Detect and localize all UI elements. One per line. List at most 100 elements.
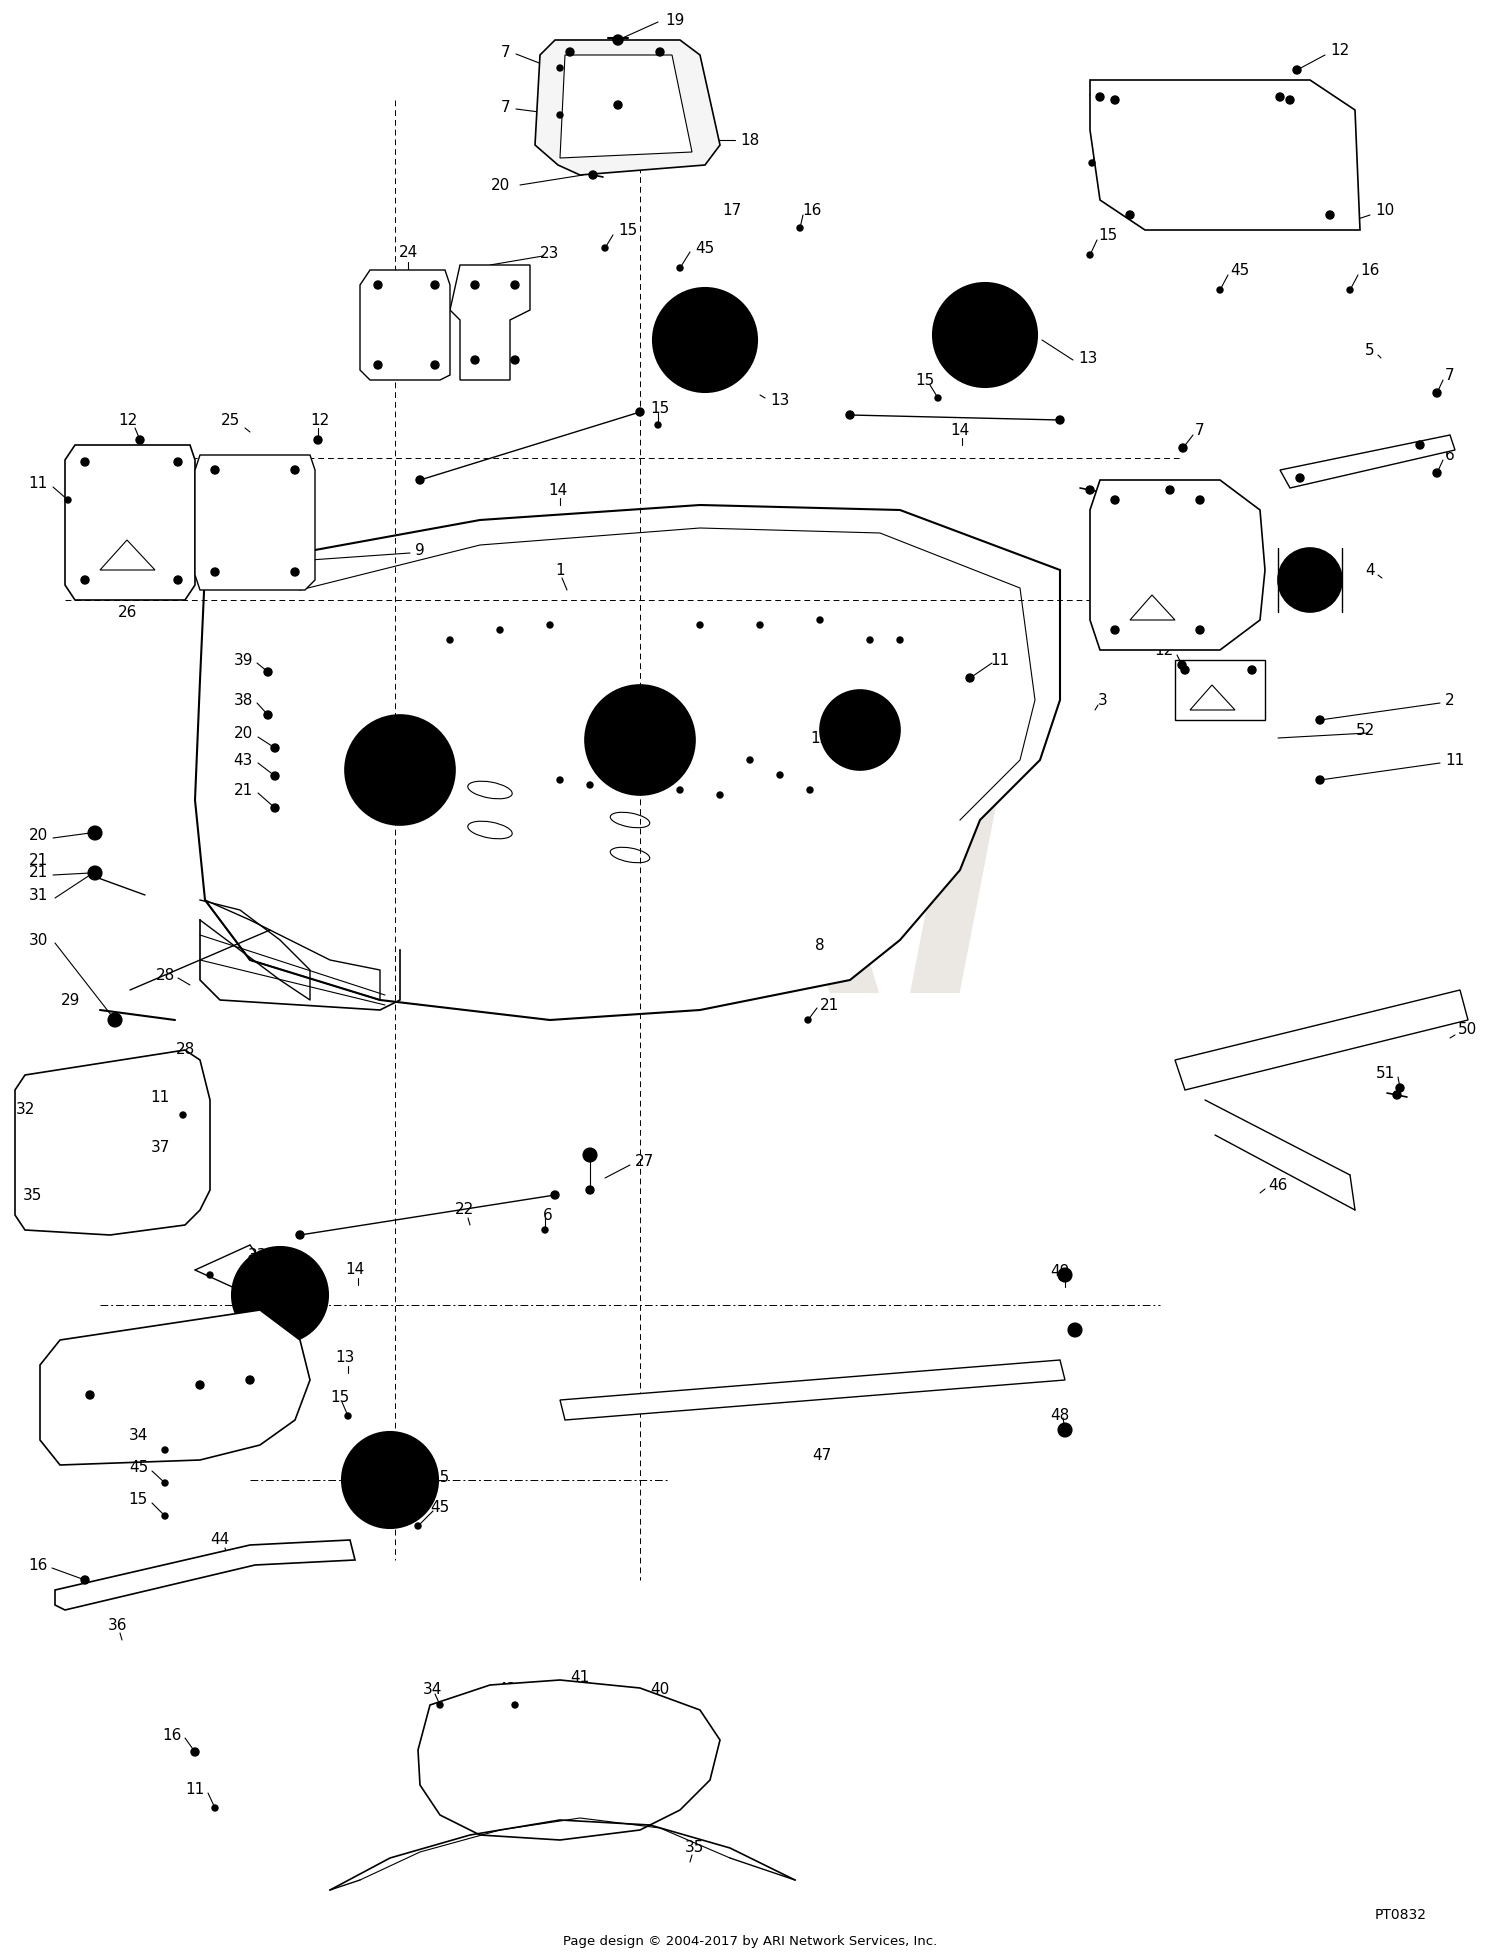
Circle shape [602, 701, 678, 778]
Circle shape [211, 568, 219, 576]
Text: 30: 30 [28, 932, 48, 948]
Circle shape [1071, 1326, 1078, 1334]
Text: 14: 14 [345, 1262, 364, 1277]
Circle shape [392, 762, 408, 778]
Circle shape [496, 627, 502, 633]
Text: 22: 22 [456, 1203, 474, 1217]
Polygon shape [56, 1540, 356, 1610]
Text: 15: 15 [915, 372, 934, 388]
Text: 11: 11 [1098, 137, 1118, 153]
Circle shape [416, 476, 424, 484]
Text: 40: 40 [651, 1683, 669, 1698]
Circle shape [471, 357, 478, 364]
Text: 13: 13 [1078, 351, 1098, 366]
Circle shape [416, 1522, 422, 1530]
Circle shape [586, 782, 592, 788]
Circle shape [1112, 496, 1119, 503]
Circle shape [190, 1747, 200, 1755]
Polygon shape [560, 1360, 1065, 1420]
Circle shape [81, 576, 88, 584]
Circle shape [632, 733, 648, 748]
Text: 18: 18 [740, 133, 759, 147]
Polygon shape [1090, 80, 1360, 229]
Circle shape [586, 1152, 594, 1160]
Text: 16: 16 [802, 202, 822, 217]
Circle shape [90, 829, 101, 838]
Text: 51: 51 [1376, 1066, 1395, 1081]
Text: 36: 36 [108, 1618, 128, 1632]
Text: 43: 43 [234, 752, 254, 768]
Polygon shape [1174, 989, 1468, 1089]
Circle shape [620, 721, 660, 760]
Circle shape [656, 421, 662, 427]
Text: 12: 12 [810, 731, 830, 746]
Circle shape [1396, 1083, 1404, 1091]
Circle shape [264, 668, 272, 676]
Circle shape [108, 1013, 122, 1027]
Circle shape [1432, 468, 1442, 476]
Text: 1: 1 [555, 562, 566, 578]
Circle shape [1316, 776, 1324, 784]
Circle shape [1432, 390, 1442, 398]
Text: 35: 35 [686, 1841, 705, 1855]
Text: 21: 21 [821, 997, 839, 1013]
Circle shape [512, 357, 519, 364]
Text: 13: 13 [770, 392, 789, 407]
Circle shape [162, 1479, 168, 1487]
Circle shape [608, 94, 628, 116]
Text: 21: 21 [234, 782, 254, 797]
Circle shape [1060, 1426, 1070, 1434]
Text: 28: 28 [156, 968, 176, 983]
Circle shape [806, 1017, 812, 1023]
Circle shape [846, 411, 853, 419]
Text: 26: 26 [118, 605, 138, 619]
Circle shape [86, 1391, 94, 1399]
Circle shape [966, 674, 974, 682]
Polygon shape [450, 264, 530, 380]
Text: 42: 42 [498, 1683, 516, 1698]
Text: 2: 2 [1444, 692, 1455, 707]
Circle shape [556, 65, 562, 71]
Text: 45: 45 [694, 241, 714, 255]
Polygon shape [560, 55, 692, 159]
Text: 10: 10 [1376, 202, 1394, 217]
Circle shape [1416, 441, 1424, 449]
Polygon shape [360, 270, 450, 380]
Circle shape [262, 1277, 298, 1313]
Circle shape [512, 1702, 518, 1708]
Circle shape [1196, 496, 1204, 503]
Circle shape [1286, 96, 1294, 104]
Text: 46: 46 [1268, 1177, 1287, 1193]
Circle shape [1058, 1422, 1072, 1438]
Circle shape [1068, 1322, 1082, 1336]
Circle shape [758, 623, 764, 629]
Polygon shape [40, 1311, 310, 1465]
Circle shape [246, 1375, 254, 1383]
Text: 12: 12 [1155, 643, 1174, 658]
Text: 49: 49 [1050, 1264, 1070, 1279]
Text: 3: 3 [1098, 692, 1107, 707]
Text: 14: 14 [951, 423, 969, 437]
Text: 19: 19 [664, 12, 684, 27]
Circle shape [356, 1446, 424, 1514]
Circle shape [342, 1432, 438, 1528]
Circle shape [436, 1702, 442, 1708]
Circle shape [1096, 92, 1104, 102]
Circle shape [272, 803, 279, 811]
Text: 16: 16 [1360, 263, 1380, 278]
Text: 20: 20 [234, 725, 254, 741]
Text: 32: 32 [15, 1103, 34, 1117]
Text: Page design © 2004-2017 by ARI Network Services, Inc.: Page design © 2004-2017 by ARI Network S… [562, 1935, 938, 1949]
Circle shape [717, 791, 723, 797]
Circle shape [698, 623, 703, 629]
Text: 7: 7 [1444, 368, 1455, 382]
Circle shape [88, 827, 102, 840]
Text: 50: 50 [1458, 1023, 1478, 1038]
Circle shape [963, 313, 1006, 357]
Text: 33: 33 [249, 1248, 268, 1262]
Text: 15: 15 [1098, 227, 1118, 243]
Text: PT0832: PT0832 [1376, 1908, 1426, 1922]
Circle shape [747, 756, 753, 762]
Text: 16: 16 [162, 1728, 182, 1742]
Polygon shape [195, 454, 315, 590]
